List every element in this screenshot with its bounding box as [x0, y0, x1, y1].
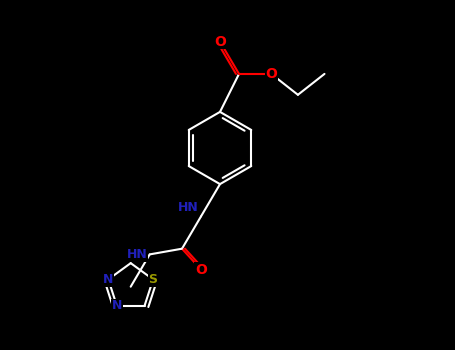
Text: O: O — [195, 262, 207, 276]
Text: HN: HN — [178, 201, 199, 215]
Text: O: O — [265, 67, 277, 81]
Text: N: N — [111, 299, 122, 312]
Text: HN: HN — [127, 248, 148, 261]
Text: O: O — [214, 35, 226, 49]
Text: S: S — [149, 273, 157, 286]
Text: N: N — [103, 273, 113, 286]
